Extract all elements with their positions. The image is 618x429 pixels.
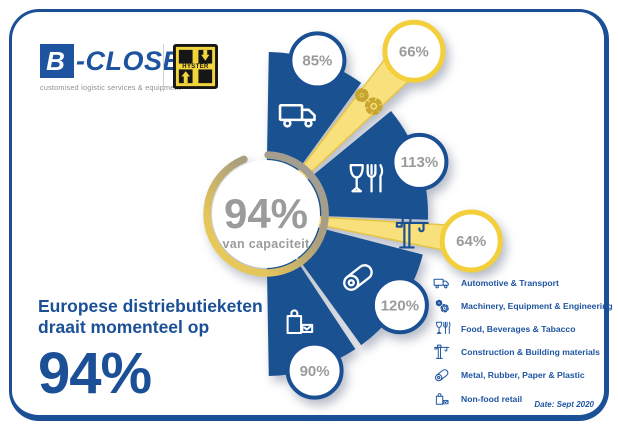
percent-label-food-beverages-tabacco: 113% <box>401 154 439 171</box>
legend-label: Automotive & Transport <box>461 277 559 288</box>
fan-chart-root: 94% van capaciteit 85% 66% 113% 64% 120% 90% <box>203 19 503 400</box>
percent-bubble-construction-building-materials <box>439 209 503 273</box>
percent-bubble-automotive-transport <box>288 31 347 90</box>
date-label: Date: Sept 2020 <box>534 400 594 409</box>
headline-value: 94% <box>38 341 152 406</box>
percent-label-non-food-retail: 90% <box>300 363 330 380</box>
legend-label: Machinery, Equipment & Engineering <box>461 300 613 311</box>
legend-item-automotive-transport: Automotive & Transport <box>433 271 613 294</box>
gauge-ring <box>203 151 329 277</box>
legend-label: Non-food retail <box>461 393 523 404</box>
crane-icon <box>433 343 451 361</box>
gauge-center: 94% van capaciteit <box>203 151 329 277</box>
percent-label-automotive-transport: 85% <box>302 53 332 70</box>
legend-item-machinery-equipment-engineering: Machinery, Equipment & Engineering <box>433 294 613 317</box>
bclose-tagline: customised logistic services & equipment <box>40 83 182 92</box>
legend-item-construction-building-materials: Construction & Building materials <box>433 341 613 364</box>
percent-label-construction-building-materials: 64% <box>456 233 486 250</box>
hyster-logo-text: HYSTER <box>182 64 209 70</box>
legend-item-metal-rubber-paper-plastic: Metal, Rubber, Paper & Plastic <box>433 364 613 387</box>
legend-label: Metal, Rubber, Paper & Plastic <box>461 370 585 381</box>
hyster-logo: HYSTER <box>173 44 218 89</box>
headline: Europese distriebutieketen draait moment… <box>38 296 263 403</box>
hyster-arrow-down-icon <box>201 49 210 61</box>
legend-label: Food, Beverages & Tabacco <box>461 323 576 334</box>
roll-icon <box>433 366 451 384</box>
legend-item-non-food-retail: Non-food retail <box>433 387 613 410</box>
percent-bubble-machinery-equipment-engineering <box>382 19 446 83</box>
headline-line1: Europese distriebutieketen <box>38 296 263 316</box>
gauge-center-circle <box>212 160 320 268</box>
headline-line2: draait momenteel op <box>38 317 210 337</box>
percent-label-metal-rubber-paper-plastic: 120% <box>381 297 419 314</box>
truck-icon <box>433 274 451 292</box>
bclose-logo-badge: B <box>40 44 74 78</box>
percent-bubble-food-beverages-tabacco <box>390 132 449 191</box>
legend: Automotive & Transport Machinery, Equipme… <box>433 271 613 410</box>
gauge-value: 94% <box>224 190 308 237</box>
hyster-arrow-up-icon <box>181 71 191 84</box>
logo-divider <box>163 44 164 92</box>
food-icon <box>433 320 451 338</box>
percent-bubble-metal-rubber-paper-plastic <box>370 276 429 335</box>
percent-bubble-non-food-retail <box>285 341 344 400</box>
legend-item-food-beverages-tabacco: Food, Beverages & Tabacco <box>433 317 613 340</box>
gears-icon <box>433 297 451 315</box>
gauge-label: van capaciteit <box>223 237 310 251</box>
percent-label-machinery-equipment-engineering: 66% <box>399 43 429 60</box>
bag-icon <box>433 390 451 408</box>
legend-label: Construction & Building materials <box>461 347 600 358</box>
